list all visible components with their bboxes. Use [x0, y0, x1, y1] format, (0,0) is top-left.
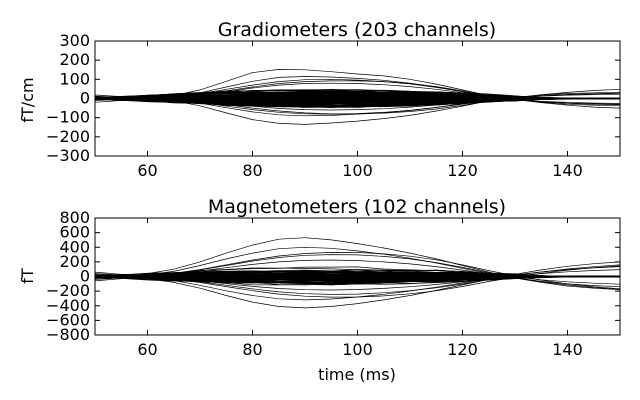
- magnetometers-axes-frame: [94, 217, 621, 336]
- magnetometers-ytick-label: 400: [59, 237, 90, 256]
- gradiometers-ytick-label: 0: [80, 89, 90, 108]
- gradiometers-xtick-label: 140: [552, 161, 583, 180]
- magnetometers-xtick-label: 60: [137, 340, 157, 359]
- gradiometers-xtick-label: 100: [342, 161, 373, 180]
- gradiometers-ytick-label: 100: [59, 69, 90, 88]
- magnetometers-xtick-label: 120: [447, 340, 478, 359]
- gradiometers-traces: [94, 69, 621, 125]
- magnetometers-ytick-label: 800: [59, 208, 90, 227]
- gradiometers-ylabel: fT/cm: [18, 77, 37, 122]
- magnetometers-ytick-label: 0: [80, 267, 90, 286]
- gradiometers-ytick-label: 200: [59, 50, 90, 69]
- gradiometers-xtick-label: 120: [447, 161, 478, 180]
- gradiometers-trace-200: [94, 96, 621, 100]
- magnetometers-xtick-label: 80: [242, 340, 262, 359]
- gradiometers-ytick-label: −100: [46, 108, 90, 127]
- gradiometers-trace-195: [94, 95, 620, 100]
- gradiometers-title: Gradiometers (203 channels): [218, 19, 496, 41]
- gradiometers-panel: Gradiometers (203 channels) fT/cm 300200…: [18, 19, 621, 180]
- magnetometers-ytick-label: 600: [59, 223, 90, 242]
- gradiometers-xtick-label: 60: [137, 161, 157, 180]
- magnetometers-ylabel: fT: [18, 268, 37, 284]
- magnetometers-ytick-label: −400: [46, 296, 90, 315]
- gradiometers-xticks: 60 80 100 120 140: [137, 41, 583, 180]
- magnetometers-trace-0: [94, 237, 621, 291]
- gradiometers-ytick-label: 300: [59, 31, 90, 50]
- magnetometers-ytick-label: −200: [46, 281, 90, 300]
- magnetometers-ytick-label: −600: [46, 310, 90, 329]
- magnetometers-traces: [94, 237, 621, 309]
- magnetometers-ytick-label: −800: [46, 325, 90, 344]
- magnetometers-trace-1: [94, 261, 621, 309]
- gradiometers-axes-frame: [94, 40, 621, 157]
- magnetometers-trace-99: [94, 274, 620, 282]
- gradiometers-ytick-label: −300: [46, 146, 90, 165]
- magnetometers-trace-101: [94, 274, 621, 278]
- magnetometers-xticks: 60 80 100 120 140: [137, 218, 583, 359]
- gradiometers-xtick-label: 80: [242, 161, 262, 180]
- magnetometers-panel: Magnetometers (102 channels) fT 80060040…: [18, 196, 621, 384]
- gradiometers-ytick-label: −200: [46, 127, 90, 146]
- magnetometers-trace-94: [94, 272, 621, 278]
- gradiometers-trace-202: [94, 97, 621, 102]
- magnetometers-xtick-label: 100: [342, 340, 373, 359]
- magnetometers-ytick-label: 200: [59, 252, 90, 271]
- magnetometers-xtick-label: 140: [552, 340, 583, 359]
- magnetometers-title: Magnetometers (102 channels): [208, 196, 506, 218]
- magnetometers-xlabel: time (ms): [318, 365, 396, 384]
